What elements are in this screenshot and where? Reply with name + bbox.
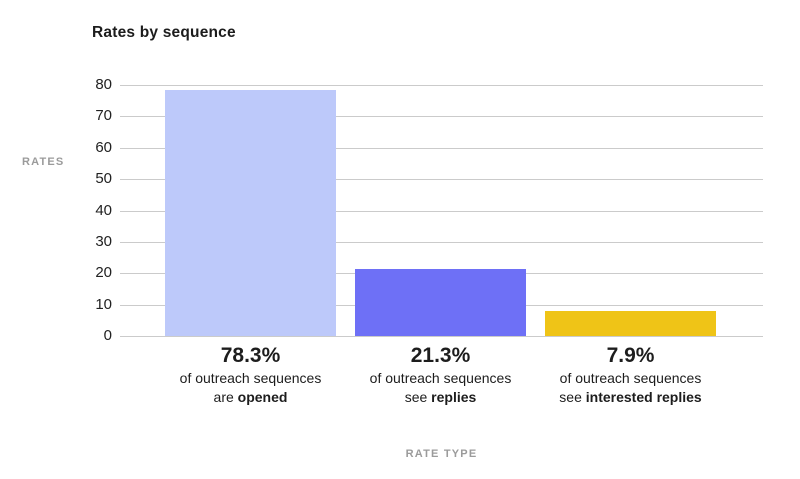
gridline <box>120 85 763 86</box>
category-percentage: 21.3% <box>410 344 471 367</box>
y-tick-label: 0 <box>103 327 112 344</box>
category-description: of outreach sequences <box>369 370 512 386</box>
category-description: of outreach sequences <box>559 370 702 386</box>
bar-interested-replies <box>545 311 716 336</box>
chart-title: Rates by sequence <box>92 24 236 41</box>
gridline <box>120 241 763 243</box>
y-tick-label: 20 <box>95 264 112 282</box>
plot-area <box>120 85 763 337</box>
category-percentage: 7.9% <box>606 344 655 367</box>
x-axis-title: RATE TYPE <box>405 448 478 460</box>
y-tick-label: 60 <box>95 138 112 156</box>
y-tick-label: 80 <box>95 76 112 93</box>
category-suffix: see replies <box>404 389 477 405</box>
y-tick-label: 70 <box>95 107 112 125</box>
y-tick-label: 40 <box>95 201 112 219</box>
gridline <box>120 147 763 149</box>
gridline <box>120 336 763 337</box>
category-label-interested-replies: 7.9% of outreach sequences see interested … <box>516 343 746 407</box>
bar-replies <box>355 269 526 336</box>
category-suffix: see interested replies <box>559 389 702 405</box>
y-tick-label: 10 <box>95 295 112 313</box>
y-tick-label: 50 <box>95 170 112 188</box>
bar-opened <box>165 90 336 336</box>
category-label-replies: 21.3% of outreach sequences see replies <box>326 343 556 407</box>
category-percentage: 78.3% <box>220 344 281 367</box>
gridline <box>120 179 763 181</box>
y-tick-label: 30 <box>95 232 112 250</box>
y-axis-title: RATES <box>22 156 65 168</box>
category-description: of outreach sequences <box>179 370 322 386</box>
category-suffix: are opened <box>213 389 288 405</box>
gridline <box>120 210 763 212</box>
category-label-opened: 78.3% of outreach sequences are opened <box>136 343 366 407</box>
gridline <box>120 116 763 118</box>
